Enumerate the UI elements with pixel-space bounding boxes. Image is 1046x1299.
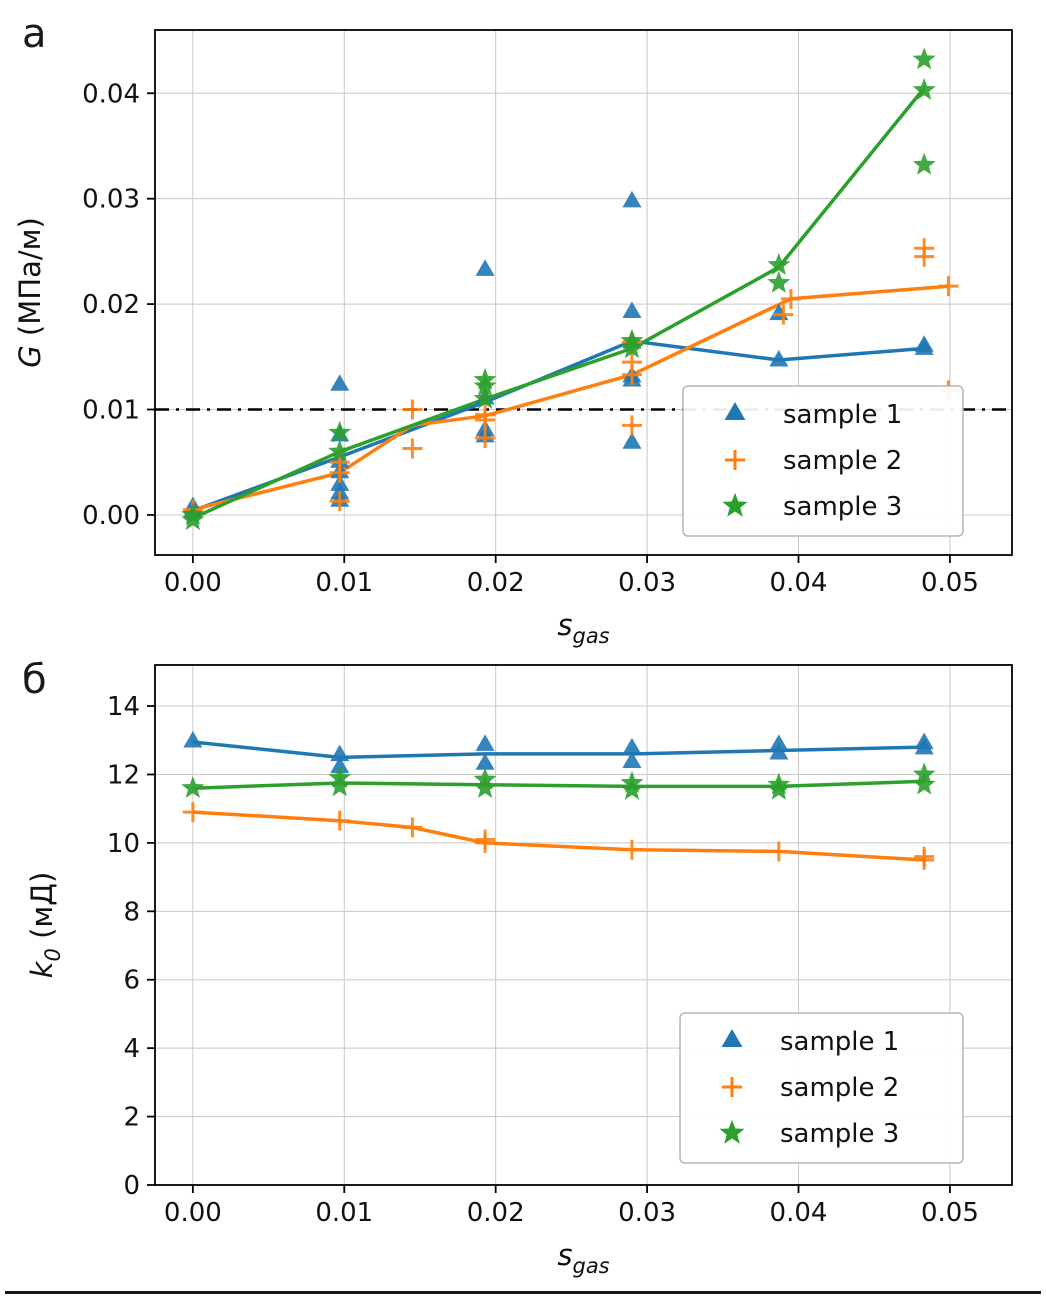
svg-text:8: 8 bbox=[123, 897, 140, 927]
svg-text:0.01: 0.01 bbox=[315, 568, 373, 598]
svg-text:0.00: 0.00 bbox=[164, 568, 222, 598]
svg-text:0.03: 0.03 bbox=[618, 1198, 676, 1228]
svg-text:6: 6 bbox=[123, 966, 140, 996]
legend-a: sample 1 sample 2 sample 3 bbox=[682, 385, 964, 537]
svg-text:14: 14 bbox=[107, 692, 140, 722]
svg-text:0.02: 0.02 bbox=[467, 1198, 525, 1228]
svg-text:sgas: sgas bbox=[557, 608, 609, 648]
svg-text:0.00: 0.00 bbox=[164, 1198, 222, 1228]
svg-text:0: 0 bbox=[123, 1171, 140, 1201]
svg-text:sgas: sgas bbox=[557, 1238, 609, 1278]
panel-label-a: a bbox=[22, 11, 47, 57]
svg-text:sample 1: sample 1 bbox=[780, 1027, 899, 1057]
svg-text:2: 2 bbox=[123, 1103, 140, 1133]
svg-text:G (МПа/м): G (МПа/м) bbox=[13, 217, 47, 368]
svg-text:0.02: 0.02 bbox=[82, 290, 140, 320]
svg-text:4: 4 bbox=[123, 1034, 140, 1064]
svg-text:0.04: 0.04 bbox=[770, 568, 828, 598]
svg-text:0.03: 0.03 bbox=[82, 185, 140, 215]
svg-text:k0 (мД): k0 (мД) bbox=[25, 872, 65, 979]
svg-text:0.00: 0.00 bbox=[82, 501, 140, 531]
chart-b: 0.00 0.01 0.02 0.03 0.04 0.05 0 2 4 6 8 10 12 14 sgas k… bbox=[25, 664, 1013, 1278]
svg-text:sample 3: sample 3 bbox=[780, 1119, 899, 1149]
svg-text:0.01: 0.01 bbox=[315, 1198, 373, 1228]
svg-text:0.05: 0.05 bbox=[921, 1198, 979, 1228]
svg-text:0.02: 0.02 bbox=[467, 568, 525, 598]
legend-б: sample 1 sample 2 sample 3 bbox=[679, 1012, 964, 1164]
bottom-rule bbox=[5, 1291, 1041, 1294]
svg-text:0.04: 0.04 bbox=[770, 1198, 828, 1228]
panel-label-b: б bbox=[22, 657, 47, 703]
svg-text:sample 2: sample 2 bbox=[780, 1073, 899, 1103]
svg-text:sample 2: sample 2 bbox=[783, 446, 902, 476]
svg-text:0.03: 0.03 bbox=[618, 568, 676, 598]
chart-a: 0.00 0.01 0.02 0.03 0.04 0.05 0.00 0.01 0.02 0.03… bbox=[13, 29, 1013, 648]
svg-text:sample 3: sample 3 bbox=[783, 492, 902, 522]
svg-text:0.05: 0.05 bbox=[921, 568, 979, 598]
svg-text:0.04: 0.04 bbox=[82, 79, 140, 109]
svg-text:10: 10 bbox=[107, 829, 140, 859]
svg-text:12: 12 bbox=[107, 760, 140, 790]
svg-text:0.01: 0.01 bbox=[82, 396, 140, 426]
svg-text:sample 1: sample 1 bbox=[783, 400, 902, 430]
